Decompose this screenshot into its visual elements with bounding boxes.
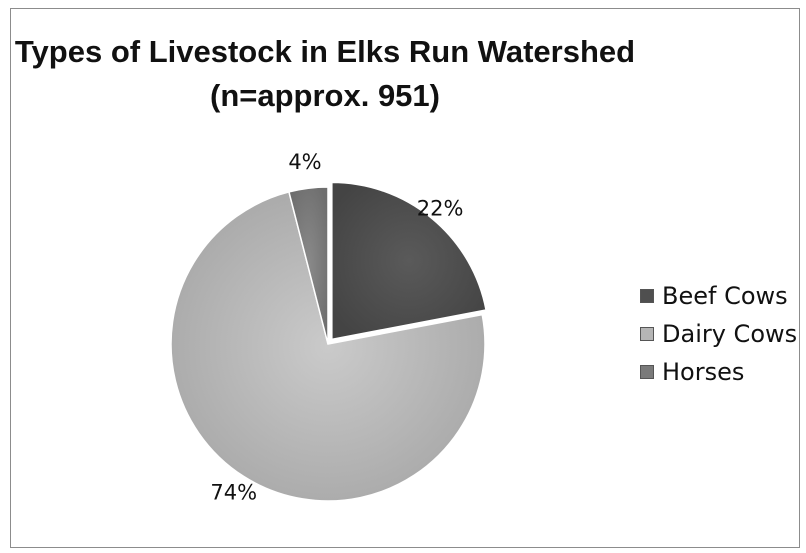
legend-label-dairy-cows: Dairy Cows [662,320,798,348]
pie-slice-beef-cows [331,181,487,341]
chart-subtitle: (n=approx. 951) [210,78,440,113]
pie-slice-horses [288,186,329,345]
chart-title: Types of Livestock in Elks Run Watershed… [0,30,650,118]
legend-label-horses: Horses [662,358,745,386]
legend-swatch-beef-cows [640,289,654,303]
legend-swatch-dairy-cows [640,327,654,341]
chart-title-line1: Types of Livestock in Elks Run Watershed [14,34,636,69]
data-label-dairy-cows: 74% [210,480,257,504]
data-label-beef-cows: 22% [417,197,464,221]
data-label-horses: 4% [288,150,321,174]
pie-slice-dairy-cows [170,191,486,502]
legend-label-beef-cows: Beef Cows [662,282,788,310]
legend-swatch-horses [640,365,654,379]
